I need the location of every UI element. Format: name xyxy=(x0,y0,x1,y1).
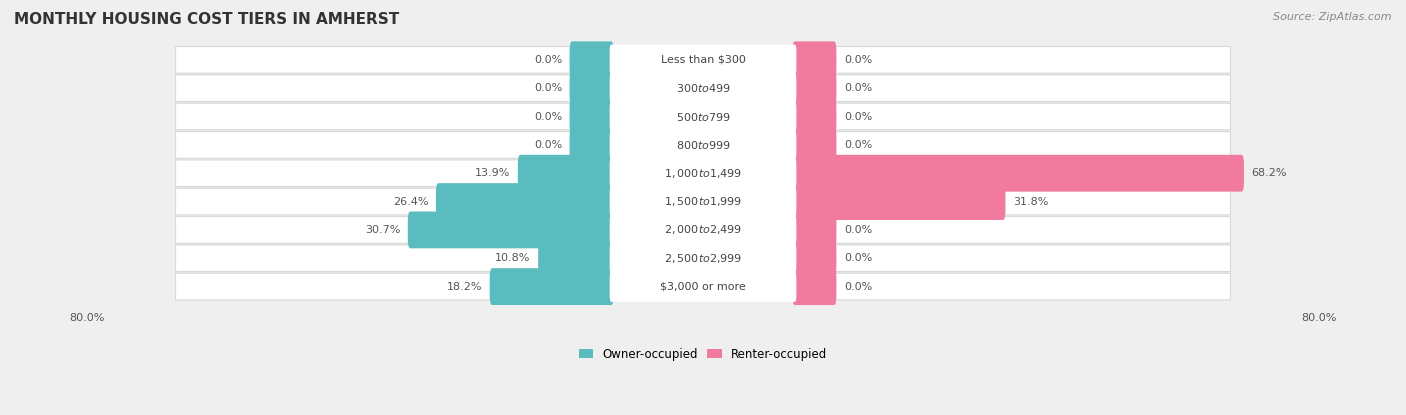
Text: $500 to $799: $500 to $799 xyxy=(675,110,731,122)
Text: 0.0%: 0.0% xyxy=(534,140,562,150)
FancyBboxPatch shape xyxy=(610,243,796,273)
FancyBboxPatch shape xyxy=(793,127,837,164)
FancyBboxPatch shape xyxy=(793,98,837,135)
Text: $1,500 to $1,999: $1,500 to $1,999 xyxy=(664,195,742,208)
FancyBboxPatch shape xyxy=(176,103,1230,130)
FancyBboxPatch shape xyxy=(408,212,613,248)
FancyBboxPatch shape xyxy=(176,217,1230,243)
Text: 68.2%: 68.2% xyxy=(1251,168,1286,178)
FancyBboxPatch shape xyxy=(538,240,613,277)
Text: $2,500 to $2,999: $2,500 to $2,999 xyxy=(664,252,742,265)
Text: 30.7%: 30.7% xyxy=(366,225,401,235)
FancyBboxPatch shape xyxy=(610,271,796,302)
FancyBboxPatch shape xyxy=(176,75,1230,102)
Text: 0.0%: 0.0% xyxy=(844,140,872,150)
Text: $3,000 or more: $3,000 or more xyxy=(661,282,745,292)
FancyBboxPatch shape xyxy=(793,155,1244,192)
FancyBboxPatch shape xyxy=(517,155,613,192)
Text: 0.0%: 0.0% xyxy=(844,282,872,292)
FancyBboxPatch shape xyxy=(569,70,613,107)
Text: 26.4%: 26.4% xyxy=(392,197,429,207)
FancyBboxPatch shape xyxy=(176,188,1230,215)
FancyBboxPatch shape xyxy=(610,101,796,132)
Text: 13.9%: 13.9% xyxy=(475,168,510,178)
FancyBboxPatch shape xyxy=(176,132,1230,158)
FancyBboxPatch shape xyxy=(793,268,837,305)
FancyBboxPatch shape xyxy=(610,73,796,103)
Text: Less than $300: Less than $300 xyxy=(661,55,745,65)
Text: 0.0%: 0.0% xyxy=(844,83,872,93)
Text: $800 to $999: $800 to $999 xyxy=(675,139,731,151)
Text: 18.2%: 18.2% xyxy=(447,282,482,292)
Text: $300 to $499: $300 to $499 xyxy=(675,82,731,94)
FancyBboxPatch shape xyxy=(569,127,613,164)
FancyBboxPatch shape xyxy=(793,42,837,78)
FancyBboxPatch shape xyxy=(793,70,837,107)
Text: $1,000 to $1,499: $1,000 to $1,499 xyxy=(664,167,742,180)
Text: 0.0%: 0.0% xyxy=(844,253,872,263)
Text: 31.8%: 31.8% xyxy=(1012,197,1049,207)
FancyBboxPatch shape xyxy=(793,240,837,277)
FancyBboxPatch shape xyxy=(610,215,796,245)
FancyBboxPatch shape xyxy=(569,42,613,78)
Text: $2,000 to $2,499: $2,000 to $2,499 xyxy=(664,223,742,237)
Text: 0.0%: 0.0% xyxy=(844,55,872,65)
FancyBboxPatch shape xyxy=(610,129,796,160)
FancyBboxPatch shape xyxy=(793,183,1005,220)
FancyBboxPatch shape xyxy=(176,46,1230,73)
Text: 0.0%: 0.0% xyxy=(844,225,872,235)
FancyBboxPatch shape xyxy=(610,186,796,217)
FancyBboxPatch shape xyxy=(436,183,613,220)
Text: 0.0%: 0.0% xyxy=(534,112,562,122)
FancyBboxPatch shape xyxy=(610,44,796,75)
Text: 0.0%: 0.0% xyxy=(844,112,872,122)
FancyBboxPatch shape xyxy=(176,160,1230,187)
Text: Source: ZipAtlas.com: Source: ZipAtlas.com xyxy=(1274,12,1392,22)
Text: 10.8%: 10.8% xyxy=(495,253,530,263)
FancyBboxPatch shape xyxy=(569,98,613,135)
FancyBboxPatch shape xyxy=(176,273,1230,300)
FancyBboxPatch shape xyxy=(176,245,1230,271)
FancyBboxPatch shape xyxy=(793,212,837,248)
Legend: Owner-occupied, Renter-occupied: Owner-occupied, Renter-occupied xyxy=(574,343,832,365)
FancyBboxPatch shape xyxy=(489,268,613,305)
Text: 0.0%: 0.0% xyxy=(534,55,562,65)
FancyBboxPatch shape xyxy=(610,158,796,188)
Text: 0.0%: 0.0% xyxy=(534,83,562,93)
Text: MONTHLY HOUSING COST TIERS IN AMHERST: MONTHLY HOUSING COST TIERS IN AMHERST xyxy=(14,12,399,27)
